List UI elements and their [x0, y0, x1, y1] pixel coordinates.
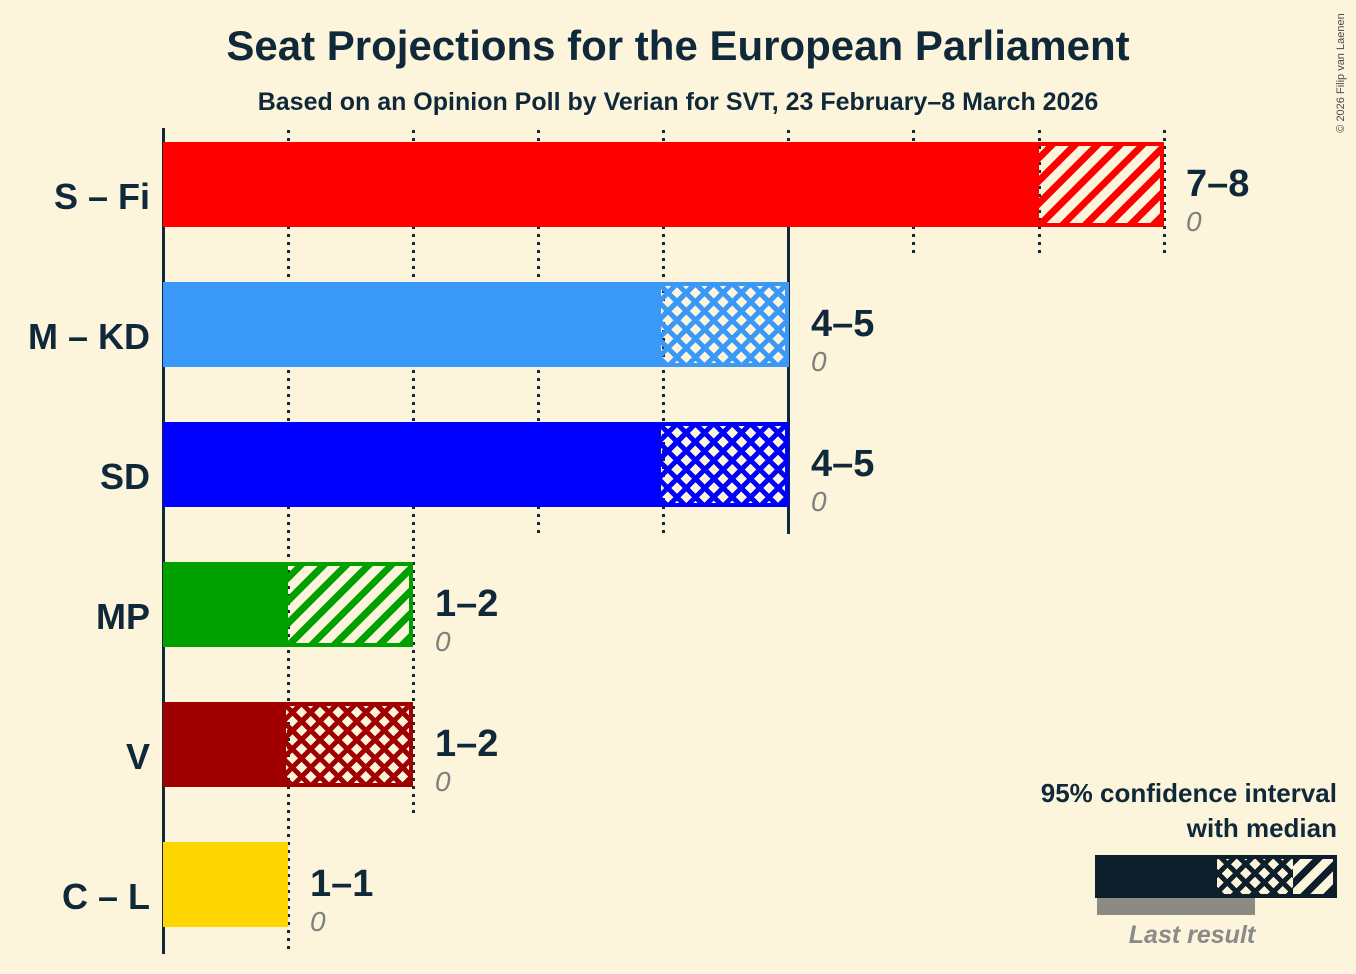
value-label: 1–1 — [310, 863, 374, 905]
value-label: 7–8 — [1186, 163, 1250, 205]
row-label: V — [125, 735, 150, 777]
legend-solid-segment — [1099, 859, 1217, 894]
value-block: 1–1 0 — [310, 862, 373, 938]
bar-cross-hatch-segment — [660, 286, 785, 363]
bar-solid-segment — [167, 286, 661, 363]
row-label: C – L — [61, 875, 150, 917]
value-label: 4–5 — [811, 443, 875, 485]
last-result-value: 0 — [811, 486, 827, 517]
bar-solid-segment — [167, 146, 1040, 223]
x-gridline-seat-1 — [286, 130, 290, 954]
value-block: 7–8 0 — [1186, 162, 1249, 238]
value-label: 1–2 — [435, 583, 499, 625]
bar-diagonal-hatch-segment — [1039, 146, 1160, 223]
bar — [163, 702, 413, 787]
legend-ci-title: 95% confidence interval with median — [917, 776, 1337, 846]
last-result-value: 0 — [310, 906, 326, 937]
value-block: 1–2 0 — [435, 582, 498, 658]
legend-ci-line2: with median — [1186, 813, 1337, 843]
x-gridline-seat-8 — [1162, 130, 1166, 254]
legend-last-result-label: Last result — [1128, 921, 1256, 949]
legend-ci-line1: 95% confidence interval — [1040, 778, 1337, 808]
bar-cross-hatch-segment — [660, 426, 785, 503]
legend-cross-hatch-segment — [1216, 859, 1293, 894]
bar-solid-segment — [167, 706, 287, 783]
last-result-value: 0 — [435, 626, 451, 657]
value-block: 4–5 0 — [811, 302, 874, 378]
row-label: MP — [96, 595, 150, 637]
legend-sample-bar — [1095, 855, 1337, 898]
value-block: 1–2 0 — [435, 722, 498, 798]
row-label: S – Fi — [53, 175, 150, 217]
bar — [163, 562, 413, 647]
bar — [163, 282, 789, 367]
page-title: Seat Projections for the European Parlia… — [226, 22, 1130, 69]
copyright-text: © 2026 Filip van Laenen — [1335, 13, 1347, 133]
legend-diagonal-hatch-segment — [1292, 859, 1333, 894]
bar-cross-hatch-segment — [286, 706, 409, 783]
last-result-value: 0 — [811, 346, 827, 377]
bar — [163, 842, 288, 927]
chart-subtitle: Based on an Opinion Poll by Verian for S… — [257, 88, 1099, 116]
last-result-value: 0 — [435, 766, 451, 797]
reference-line — [787, 227, 791, 534]
value-label: 1–2 — [435, 723, 499, 765]
row-label: SD — [99, 455, 150, 497]
bar-diagonal-hatch-segment — [288, 566, 409, 643]
value-block: 4–5 0 — [811, 442, 874, 518]
bar — [163, 422, 789, 507]
bar-solid-segment — [167, 566, 289, 643]
bar — [163, 142, 1164, 227]
row-label: M – KD — [27, 315, 150, 357]
legend-last-result-bar — [1097, 898, 1255, 915]
last-result-value: 0 — [1186, 206, 1202, 237]
value-label: 4–5 — [811, 303, 875, 345]
bar-solid-segment — [167, 426, 661, 503]
y-axis-line — [161, 128, 165, 954]
bar-solid-segment — [167, 846, 284, 923]
